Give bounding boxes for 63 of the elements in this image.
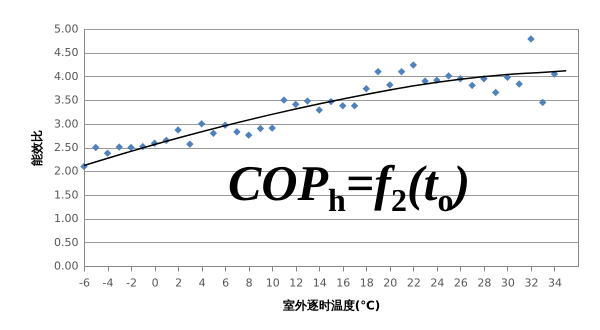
point [292, 100, 300, 108]
point [186, 140, 194, 148]
point [374, 68, 382, 76]
y-tick-label: 4.50 [54, 46, 78, 60]
point [339, 102, 346, 110]
y-tick-label: 4.00 [54, 70, 78, 83]
x-axis-title: 室外逐时温度(℃) [282, 298, 380, 312]
point [362, 85, 370, 92]
point [444, 72, 452, 80]
x-tick-label: 14 [312, 276, 327, 290]
x-tick-label: 12 [289, 276, 304, 290]
x-tick-label: 22 [406, 276, 421, 290]
point [174, 126, 182, 134]
point [515, 80, 523, 88]
point [233, 128, 241, 136]
point [539, 98, 546, 106]
point [316, 106, 323, 114]
point [350, 102, 358, 110]
x-tick-label: 30 [500, 276, 515, 290]
point [398, 68, 406, 76]
point [116, 143, 123, 151]
x-tick-label: -4 [102, 276, 114, 290]
x-tick-label: 34 [548, 276, 562, 290]
point [198, 120, 206, 128]
x-tick-label: 18 [360, 276, 374, 290]
y-tick-label: 1.50 [54, 188, 78, 202]
x-tick-label: 26 [454, 276, 468, 290]
y-tick-label: 0.50 [54, 236, 78, 249]
y-tick-label: 5.00 [54, 22, 78, 36]
x-tick-label: 0 [152, 276, 159, 290]
point [244, 131, 252, 139]
annotation: COP$_{h}$=f$_{2}$(t$_{o}$) [228, 155, 470, 218]
x-tick-label: 4 [198, 276, 206, 290]
point [304, 97, 312, 105]
x-tick-label: 2 [175, 276, 182, 290]
point [268, 124, 276, 132]
point [104, 149, 112, 157]
point [492, 88, 500, 96]
point [256, 124, 264, 132]
point [210, 130, 218, 137]
point [386, 81, 394, 89]
y-tick-label: 2.50 [54, 141, 78, 154]
y-axis-title: 能效比 [30, 130, 44, 166]
point [127, 144, 135, 152]
y-tick-label: 3.50 [54, 94, 78, 107]
x-tick-label: 32 [524, 276, 538, 290]
point [410, 61, 418, 69]
x-tick-label: 8 [246, 276, 253, 290]
x-tick-label: -6 [79, 276, 90, 290]
x-tick-label: 24 [430, 276, 444, 290]
x-tick-label: 6 [222, 276, 230, 290]
x-tick-label: 28 [477, 276, 492, 290]
y-tick-label: 2.00 [54, 164, 78, 178]
point [468, 82, 476, 90]
x-tick-label: 20 [383, 276, 398, 290]
y-tick-label: 0.00 [54, 260, 78, 272]
y-tick-label: 1.00 [54, 212, 78, 226]
y-tick-label: 3.00 [54, 117, 78, 130]
x-tick-label: -2 [126, 276, 138, 290]
point [280, 96, 288, 104]
x-tick-label: 10 [266, 276, 280, 290]
point [527, 35, 535, 43]
x-tick-label: 16 [336, 276, 350, 290]
